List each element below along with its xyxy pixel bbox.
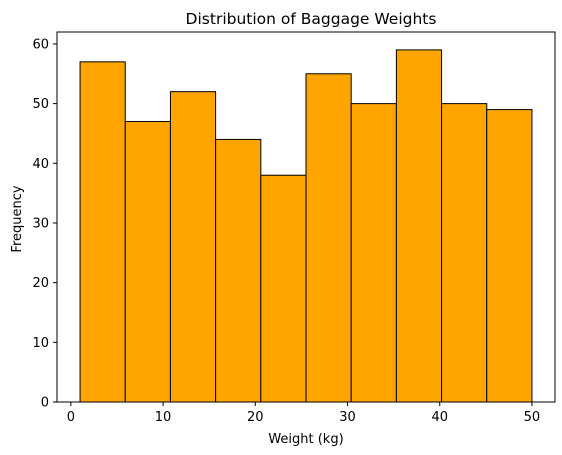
histogram-bar	[306, 74, 351, 402]
x-axis-label: Weight (kg)	[268, 432, 343, 447]
y-axis-ticks: 0 10 20 30 40 50 60	[32, 37, 57, 410]
x-tick-label: 20	[247, 410, 264, 425]
y-tick-label: 0	[41, 396, 49, 411]
y-axis-label: Frequency	[10, 185, 25, 252]
x-tick-label: 10	[155, 410, 172, 425]
chart-title: Distribution of Baggage Weights	[186, 10, 437, 28]
x-tick-label: 50	[524, 410, 541, 425]
x-tick-label: 30	[339, 410, 356, 425]
y-tick-label: 20	[32, 276, 49, 291]
histogram-bar	[351, 104, 396, 402]
x-tick-label: 0	[67, 410, 75, 425]
histogram-bar	[125, 122, 170, 402]
y-tick-label: 30	[32, 216, 49, 231]
histogram-bar	[170, 92, 215, 402]
histogram-bar	[396, 50, 441, 402]
x-axis-ticks: 0 10 20 30 40 50	[67, 402, 541, 425]
x-tick-label: 40	[431, 410, 448, 425]
bars-group	[80, 50, 532, 402]
y-tick-label: 60	[32, 37, 49, 52]
histogram-bar	[442, 104, 487, 402]
histogram-bar	[216, 139, 261, 402]
histogram-bar	[261, 175, 306, 402]
y-tick-label: 50	[32, 97, 49, 112]
histogram-bar	[487, 110, 532, 402]
y-tick-label: 40	[32, 157, 49, 172]
y-tick-label: 10	[32, 336, 49, 351]
histogram-bar	[80, 62, 125, 402]
